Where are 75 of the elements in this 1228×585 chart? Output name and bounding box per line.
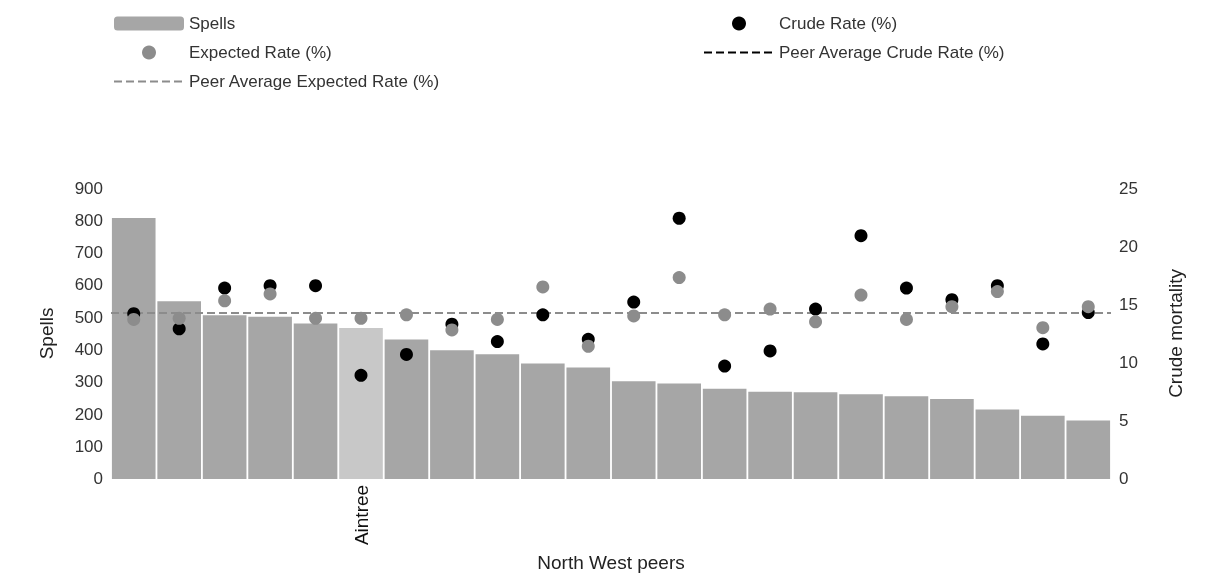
legend-label: Expected Rate (%) <box>189 43 332 62</box>
point <box>718 308 732 322</box>
point <box>899 281 913 295</box>
y-tick-label: 800 <box>74 210 103 230</box>
y2-axis-title: Crude mortality <box>1165 268 1186 398</box>
point <box>354 311 368 325</box>
point <box>809 315 823 329</box>
point <box>627 309 641 323</box>
bar <box>975 409 1020 479</box>
bar <box>839 394 883 479</box>
point <box>536 280 550 294</box>
y-tick-label: 0 <box>93 469 103 489</box>
y2-tick-label: 15 <box>1119 294 1138 314</box>
point <box>490 335 504 349</box>
point <box>809 302 823 316</box>
bar <box>248 316 292 479</box>
point <box>627 295 641 309</box>
point <box>945 300 959 314</box>
point <box>990 285 1004 299</box>
y-tick-label: 600 <box>74 275 103 295</box>
bar <box>748 391 792 479</box>
bar <box>384 339 429 479</box>
point <box>854 288 868 302</box>
bar <box>202 315 247 479</box>
bar <box>793 392 838 479</box>
point <box>218 294 232 308</box>
y2-tick-label: 25 <box>1119 178 1138 198</box>
point <box>899 312 913 326</box>
point <box>354 368 368 382</box>
bar <box>339 327 383 479</box>
bar <box>293 323 338 479</box>
y2-tick-label: 20 <box>1119 236 1138 256</box>
point <box>1081 300 1095 314</box>
point <box>718 359 732 373</box>
bar <box>884 396 929 479</box>
y2-tick-label: 5 <box>1119 411 1129 431</box>
legend-label: Peer Average Expected Rate (%) <box>189 72 440 91</box>
bar <box>475 354 520 479</box>
y2-tick-label: 0 <box>1119 469 1129 489</box>
y-tick-label: 300 <box>74 372 103 392</box>
legend-label: Crude Rate (%) <box>779 14 898 33</box>
point <box>399 308 413 322</box>
point <box>1036 337 1050 351</box>
point <box>309 279 323 293</box>
bar <box>702 388 747 479</box>
point <box>263 287 277 301</box>
point <box>763 302 777 316</box>
text: Peer Average Crude Rate (%) <box>779 43 1005 62</box>
point <box>581 339 595 353</box>
point <box>854 229 868 243</box>
point <box>399 347 413 361</box>
x-axis-title: North West peers <box>537 552 685 573</box>
x-tick-label: Aintree <box>350 484 372 546</box>
point <box>309 311 323 325</box>
point <box>218 281 232 295</box>
point <box>1036 321 1050 335</box>
y-tick-label: 900 <box>74 178 103 198</box>
bar <box>930 399 974 479</box>
point <box>536 308 550 322</box>
point <box>763 344 777 358</box>
y-tick-label: 500 <box>74 307 103 327</box>
point <box>672 211 686 225</box>
y-tick-label: 700 <box>74 243 103 263</box>
y2-tick-label: 10 <box>1119 353 1138 373</box>
y-tick-label: 100 <box>74 437 103 457</box>
y-axis-title: Spells <box>36 307 57 360</box>
bar <box>430 350 474 479</box>
legend-label: Spells <box>189 14 236 33</box>
y-tick-label: 200 <box>74 404 103 424</box>
point <box>127 312 141 326</box>
point <box>490 312 504 326</box>
point <box>445 323 459 337</box>
point <box>672 271 686 285</box>
y-tick-label: 400 <box>74 340 103 360</box>
point <box>172 311 186 325</box>
